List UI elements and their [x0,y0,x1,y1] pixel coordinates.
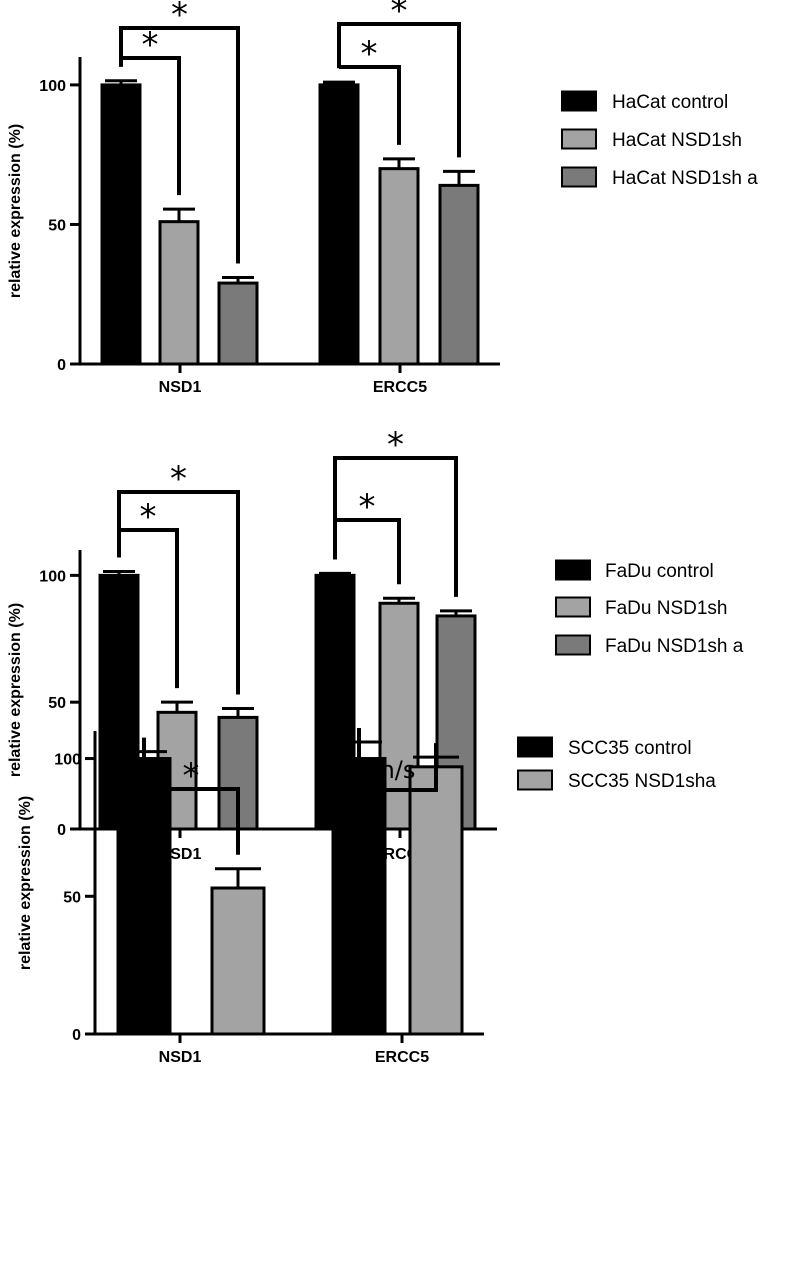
x-tick-label: ERCC5 [373,379,427,396]
significance-bracket [337,22,461,158]
legend-label: SCC35 control [568,738,692,759]
legend-swatch [561,90,597,112]
y-tick-label: 100 [39,568,66,585]
bar [378,167,420,366]
x-tick-label: ERCC5 [375,1049,429,1066]
legend-label: FaDu NSD1sh [605,598,728,619]
significance-bracket [117,490,240,695]
x-tick-label: NSD1 [159,1049,202,1066]
y-tick-label: 50 [48,217,66,234]
legend-swatch [555,559,591,581]
significance-label: * [391,0,408,31]
significance-label: * [142,25,159,65]
legend-swatch [561,128,597,150]
significance-label: * [387,425,404,465]
y-tick-label: 50 [63,889,81,906]
y-axis-title: relative expression (%) [17,796,34,970]
bar [100,83,142,366]
legend-swatch [517,769,553,791]
legend-label: SCC35 NSD1sha [568,771,716,792]
chart-panel-1: 0 50 100 NSD1 ERCC5 relative expression (%) * *… [7,0,758,396]
bar [331,757,387,1036]
y-tick-label: 0 [57,357,66,374]
legend-label: HaCat control [612,92,728,113]
bar [210,886,266,1036]
significance-label: * [170,459,187,499]
bar [158,220,200,366]
legend-swatch [517,736,553,758]
significance-bracket [119,26,240,264]
legend-label: HaCat NSD1sh [612,130,742,151]
bar [318,83,360,366]
legend-swatch [555,634,591,656]
bar [408,765,464,1036]
significance-label: * [140,497,157,537]
y-tick-label: 0 [72,1027,81,1044]
significance-label: * [171,0,188,35]
bar [438,183,480,366]
significance-bracket [357,728,438,792]
significance-label: * [361,34,378,74]
y-axis-title: relative expression (%) [7,603,24,777]
significance-label: n/s [380,756,416,784]
legend-swatch [561,166,597,188]
y-tick-label: 100 [54,752,81,769]
y-tick-label: 50 [48,695,66,712]
legend-label: HaCat NSD1sh a [612,168,758,189]
bar [217,281,259,366]
significance-bracket [333,456,458,597]
x-tick-label: NSD1 [159,379,202,396]
significance-bracket [142,737,240,855]
y-tick-label: 0 [57,822,66,839]
legend-label: FaDu NSD1sh a [605,636,744,657]
bar [116,757,172,1036]
significance-label: * [183,756,200,796]
significance-label: * [359,487,376,527]
y-axis-title: relative expression (%) [7,124,24,298]
chart-panel-3: 0 50 100 NSD1 ERCC5 relative expression (%) * n… [17,728,716,1066]
y-tick-label: 100 [39,78,66,95]
legend-label: FaDu control [605,561,714,582]
legend-swatch [555,596,591,618]
